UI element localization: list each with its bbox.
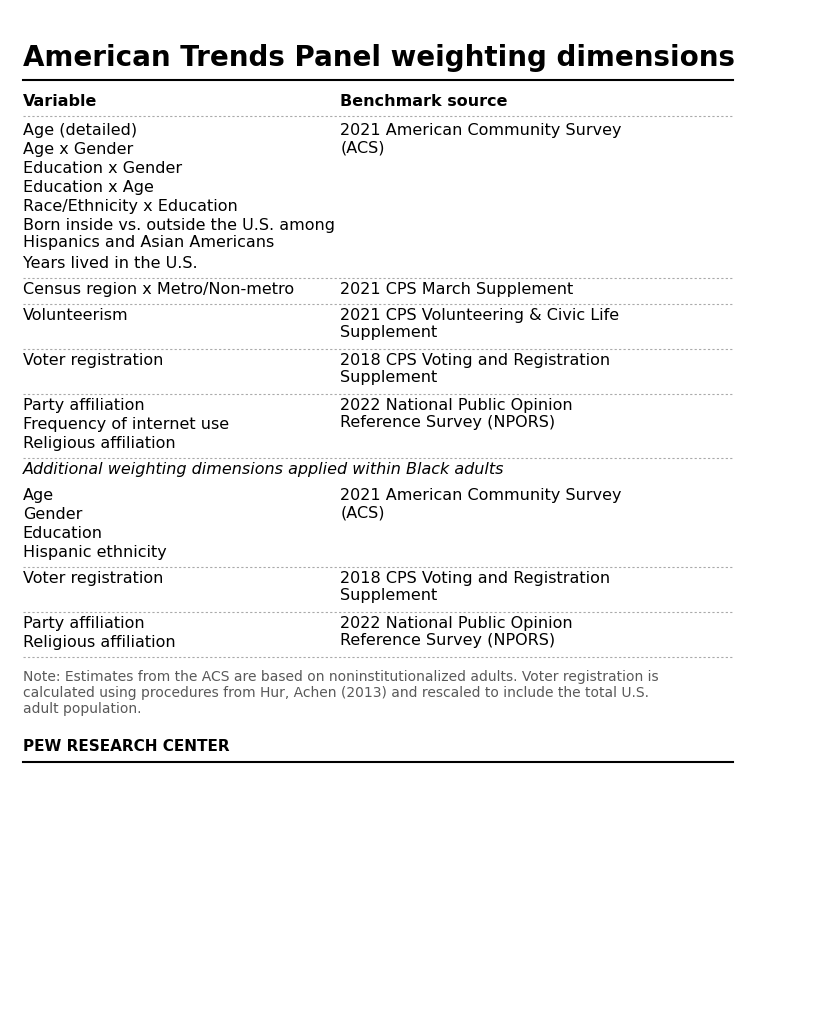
Text: Note: Estimates from the ACS are based on noninstitutionalized adults. Voter reg: Note: Estimates from the ACS are based o… — [23, 670, 659, 716]
Text: Age x Gender: Age x Gender — [23, 142, 133, 158]
Text: Additional weighting dimensions applied within Black adults: Additional weighting dimensions applied … — [23, 462, 504, 477]
Text: Education: Education — [23, 526, 103, 541]
Text: Religious affiliation: Religious affiliation — [23, 634, 175, 650]
Text: American Trends Panel weighting dimensions: American Trends Panel weighting dimensio… — [23, 44, 735, 72]
Text: Religious affiliation: Religious affiliation — [23, 436, 175, 451]
Text: Benchmark source: Benchmark source — [340, 94, 508, 109]
Text: Party affiliation: Party affiliation — [23, 398, 144, 413]
Text: Hispanic ethnicity: Hispanic ethnicity — [23, 544, 167, 560]
Text: Variable: Variable — [23, 94, 97, 109]
Text: Gender: Gender — [23, 506, 82, 522]
Text: Frequency of internet use: Frequency of internet use — [23, 417, 229, 432]
Text: Race/Ethnicity x Education: Race/Ethnicity x Education — [23, 198, 237, 214]
Text: Born inside vs. outside the U.S. among
Hispanics and Asian Americans: Born inside vs. outside the U.S. among H… — [23, 218, 334, 251]
Text: 2021 American Community Survey
(ACS): 2021 American Community Survey (ACS) — [340, 488, 622, 521]
Text: 2018 CPS Voting and Registration
Supplement: 2018 CPS Voting and Registration Supplem… — [340, 571, 610, 604]
Text: Age: Age — [23, 488, 54, 503]
Text: Education x Gender: Education x Gender — [23, 161, 182, 176]
Text: Volunteerism: Volunteerism — [23, 308, 128, 323]
Text: PEW RESEARCH CENTER: PEW RESEARCH CENTER — [23, 739, 230, 754]
Text: 2021 American Community Survey
(ACS): 2021 American Community Survey (ACS) — [340, 123, 622, 155]
Text: Voter registration: Voter registration — [23, 571, 163, 586]
Text: Age (detailed): Age (detailed) — [23, 123, 137, 138]
Text: Education x Age: Education x Age — [23, 180, 153, 195]
Text: 2018 CPS Voting and Registration
Supplement: 2018 CPS Voting and Registration Supplem… — [340, 353, 610, 386]
Text: Voter registration: Voter registration — [23, 353, 163, 368]
Text: Census region x Metro/Non-metro: Census region x Metro/Non-metro — [23, 281, 294, 297]
Text: 2021 CPS Volunteering & Civic Life
Supplement: 2021 CPS Volunteering & Civic Life Suppl… — [340, 308, 619, 341]
Text: 2022 National Public Opinion
Reference Survey (NPORS): 2022 National Public Opinion Reference S… — [340, 398, 573, 431]
Text: Years lived in the U.S.: Years lived in the U.S. — [23, 256, 197, 271]
Text: 2021 CPS March Supplement: 2021 CPS March Supplement — [340, 281, 573, 297]
Text: 2022 National Public Opinion
Reference Survey (NPORS): 2022 National Public Opinion Reference S… — [340, 616, 573, 649]
Text: Party affiliation: Party affiliation — [23, 616, 144, 631]
